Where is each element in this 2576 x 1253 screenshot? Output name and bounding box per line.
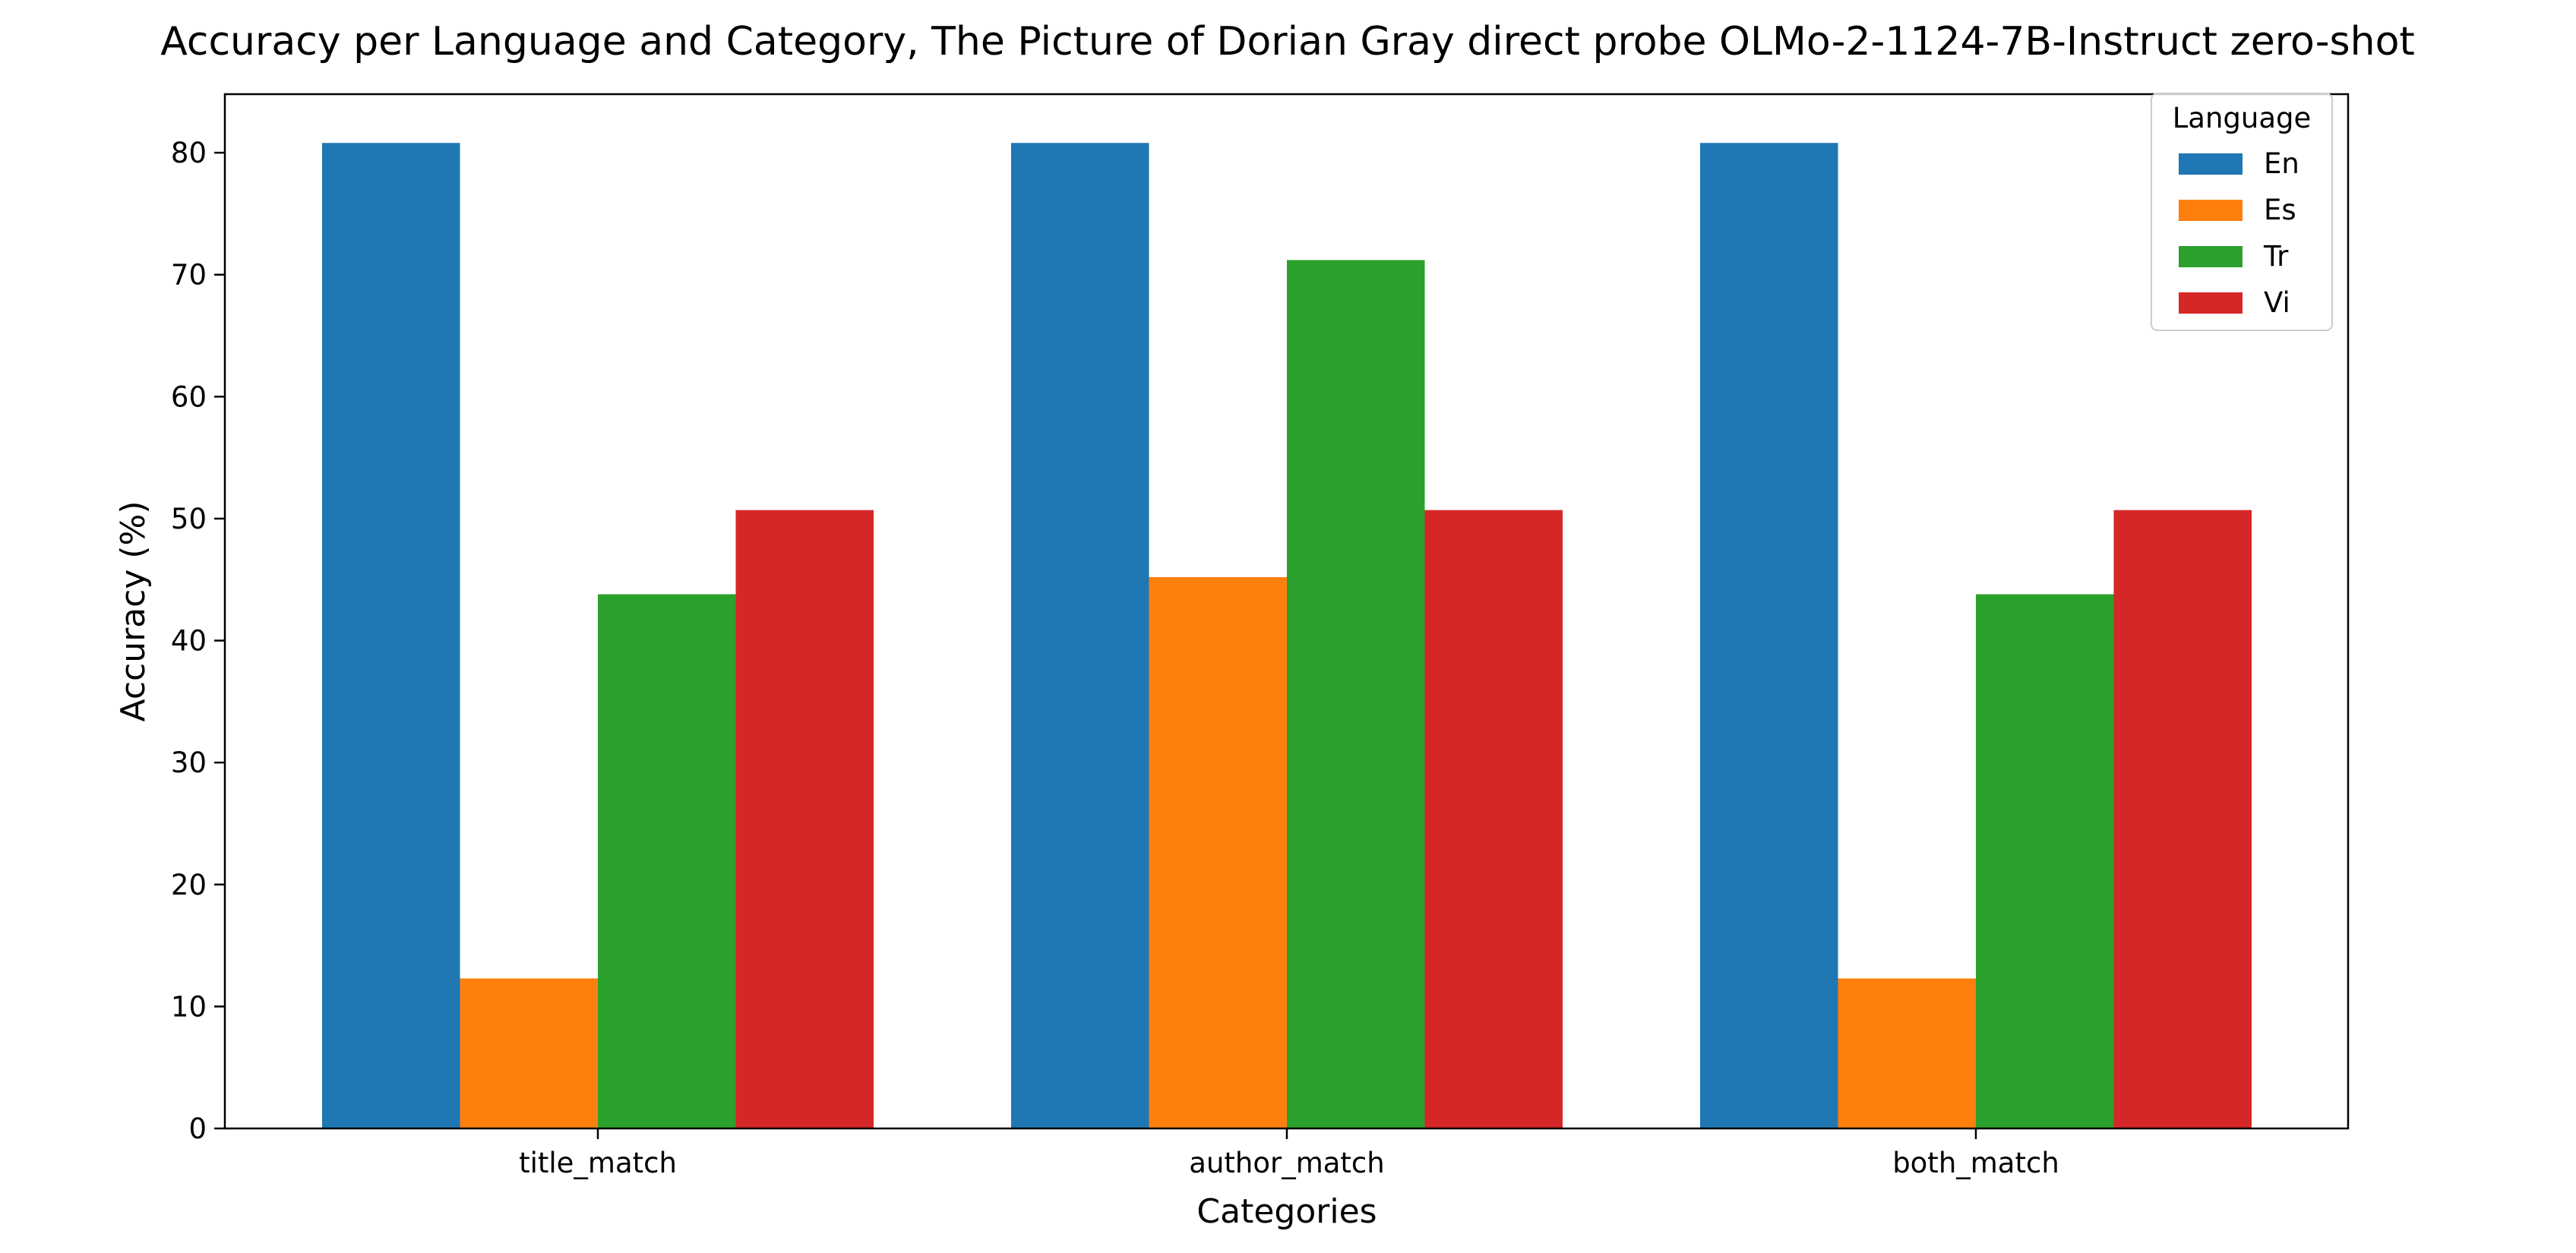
legend-label-Vi: Vi bbox=[2264, 286, 2290, 319]
bar-both_match-Es bbox=[1838, 978, 1976, 1128]
legend: Language En Es Tr Vi bbox=[2151, 93, 2333, 331]
y-tick-label: 60 bbox=[171, 380, 207, 413]
y-axis-label: Accuracy (%) bbox=[114, 500, 153, 721]
x-tick-label-title_match: title_match bbox=[519, 1147, 677, 1179]
y-tick-label: 30 bbox=[171, 746, 207, 779]
y-axis: 0 10 20 30 40 50 60 70 80 bbox=[171, 137, 225, 1145]
y-tick-label: 80 bbox=[171, 137, 207, 169]
y-tick-label: 0 bbox=[188, 1113, 207, 1145]
legend-label-Tr: Tr bbox=[2263, 240, 2289, 273]
y-tick-label: 10 bbox=[171, 990, 207, 1023]
x-axis: title_match author_match both_match bbox=[519, 1128, 2059, 1179]
legend-entries: En Es Tr Vi bbox=[2179, 147, 2299, 319]
bar-author_match-Vi bbox=[1424, 510, 1563, 1128]
legend-label-Es: Es bbox=[2264, 194, 2296, 226]
bar-title_match-Tr bbox=[598, 594, 736, 1128]
y-tick-label: 20 bbox=[171, 869, 207, 901]
legend-swatch-En bbox=[2179, 153, 2243, 175]
legend-swatch-Tr bbox=[2179, 246, 2243, 267]
bar-title_match-Vi bbox=[735, 510, 874, 1128]
chart-title: Accuracy per Language and Category, The … bbox=[160, 19, 2415, 65]
y-tick-label: 70 bbox=[171, 259, 207, 292]
legend-swatch-Vi bbox=[2179, 292, 2243, 314]
bar-author_match-Es bbox=[1149, 577, 1287, 1128]
bar-both_match-En bbox=[1700, 143, 1838, 1129]
x-tick-label-both_match: both_match bbox=[1892, 1147, 2059, 1179]
bar-title_match-En bbox=[322, 143, 460, 1129]
bar-author_match-Tr bbox=[1287, 260, 1425, 1128]
legend-label-En: En bbox=[2264, 147, 2299, 180]
plot-frame bbox=[223, 93, 2350, 1130]
legend-swatch-Es bbox=[2179, 200, 2243, 221]
y-tick-label: 50 bbox=[171, 503, 207, 535]
x-tick-label-author_match: author_match bbox=[1189, 1147, 1384, 1179]
bar-title_match-Es bbox=[460, 978, 598, 1128]
legend-title: Language bbox=[2173, 102, 2312, 134]
x-axis-label: Categories bbox=[1196, 1192, 1377, 1231]
bar-author_match-En bbox=[1011, 143, 1149, 1129]
bars-group bbox=[322, 143, 2252, 1129]
bar-both_match-Tr bbox=[1976, 594, 2114, 1128]
y-tick-label: 40 bbox=[171, 625, 207, 658]
bar-both_match-Vi bbox=[2113, 510, 2252, 1128]
